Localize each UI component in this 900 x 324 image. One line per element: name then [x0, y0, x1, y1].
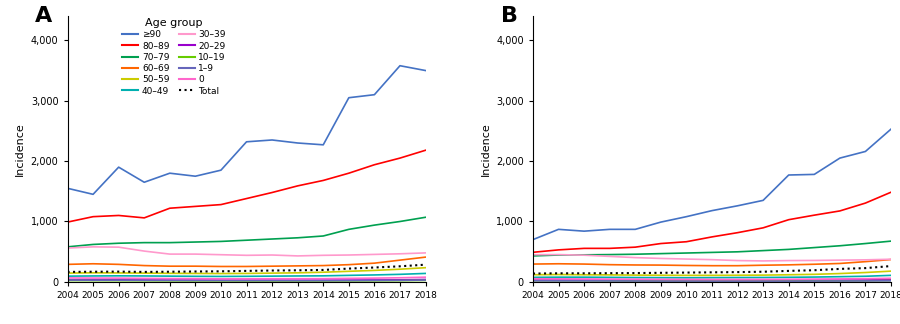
Legend: ≥90, 80–89, 70–79, 60–69, 50–59, 40–49, 30–39, 20–29, 10–19, 1–9, 0, Total: ≥90, 80–89, 70–79, 60–69, 50–59, 40–49, … [122, 18, 226, 96]
Y-axis label: Incidence: Incidence [15, 122, 25, 176]
Y-axis label: Incidence: Incidence [481, 122, 491, 176]
Text: A: A [35, 6, 52, 26]
Text: B: B [500, 6, 518, 26]
